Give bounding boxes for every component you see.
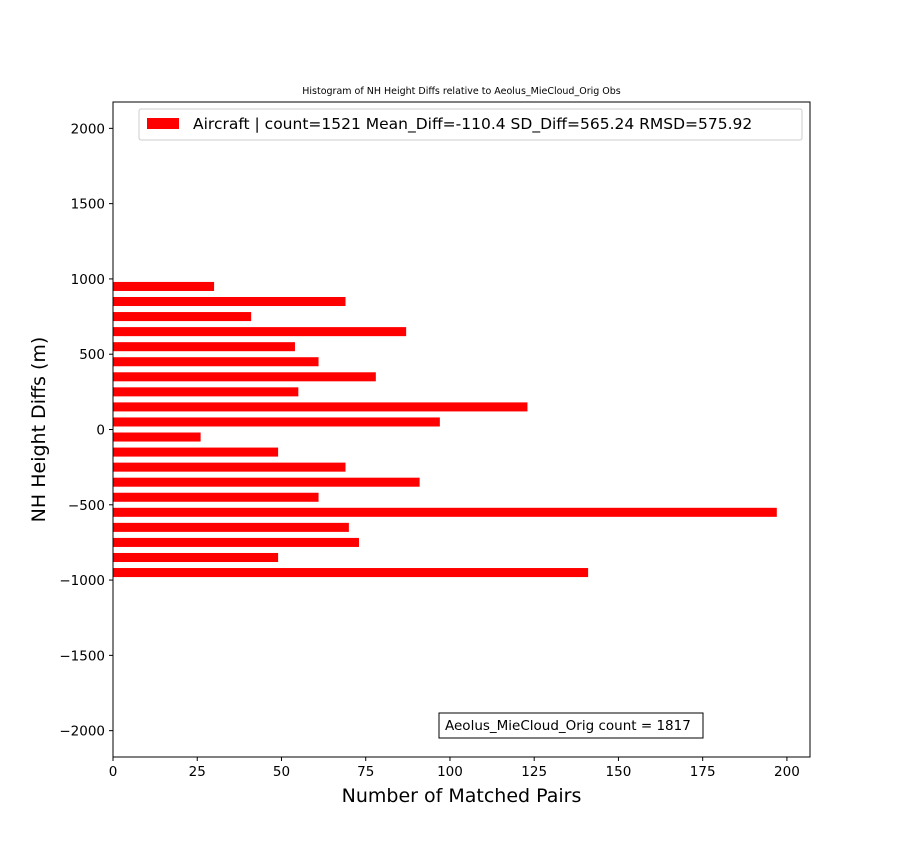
legend-swatch xyxy=(147,118,179,129)
y-tick-label: −1000 xyxy=(59,573,105,589)
legend-entry: Aircraft | count=1521 Mean_Diff=-110.4 S… xyxy=(193,115,752,134)
histogram-bar xyxy=(113,281,215,291)
histogram-bar xyxy=(113,492,319,502)
chart-title: Histogram of NH Height Diffs relative to… xyxy=(302,86,621,97)
y-tick-label: 500 xyxy=(79,347,105,363)
x-axis-label: Number of Matched Pairs xyxy=(342,785,582,807)
histogram-bar xyxy=(113,312,252,322)
histogram-bar xyxy=(113,447,279,457)
histogram-bar xyxy=(113,372,376,382)
histogram-bar xyxy=(113,522,349,532)
histogram-bar xyxy=(113,477,420,487)
bars-layer xyxy=(113,281,777,578)
histogram-bar xyxy=(113,327,407,337)
plot-frame xyxy=(112,101,811,758)
x-tick-label: 150 xyxy=(606,764,632,780)
y-tick-label: −500 xyxy=(68,498,105,514)
x-tick-label: 125 xyxy=(521,764,547,780)
y-axis-ticks: −2000 −1500 −1000 −500 0 500 1000 1500 2000 xyxy=(59,121,113,740)
x-tick-label: 0 xyxy=(109,764,118,780)
x-tick-label: 100 xyxy=(437,764,463,780)
x-tick-label: 25 xyxy=(189,764,206,780)
histogram-bar xyxy=(113,417,440,427)
x-tick-label: 175 xyxy=(690,764,716,780)
x-tick-label: 50 xyxy=(273,764,290,780)
x-tick-label: 75 xyxy=(357,764,374,780)
legend-box xyxy=(138,108,803,141)
y-tick-label: 0 xyxy=(96,423,105,439)
x-axis-ticks: 0 25 50 75 100 125 150 175 200 xyxy=(109,757,800,780)
histogram-bar xyxy=(113,432,201,442)
histogram-bar xyxy=(113,552,279,563)
histogram-bar xyxy=(113,387,299,397)
histogram-bar xyxy=(113,507,777,517)
y-tick-label: −2000 xyxy=(59,724,105,740)
histogram-bar xyxy=(113,296,346,307)
histogram-bar xyxy=(113,462,346,472)
x-tick-label: 200 xyxy=(774,764,800,780)
y-tick-label: 1000 xyxy=(71,272,105,288)
y-tick-label: 2000 xyxy=(71,121,105,137)
y-tick-label: −1500 xyxy=(59,648,105,664)
y-tick-label: 1500 xyxy=(71,197,105,213)
histogram-bar xyxy=(113,402,528,412)
annotation-text: Aeolus_MieCloud_Orig count = 1817 xyxy=(445,718,691,734)
histogram-bar xyxy=(113,568,589,578)
annotation: Aeolus_MieCloud_Orig count = 1817 xyxy=(438,712,704,739)
histogram-bar xyxy=(113,342,295,352)
y-axis-label: NH Height Diffs (m) xyxy=(28,337,50,523)
annotation-box xyxy=(438,712,704,739)
legend: Aircraft | count=1521 Mean_Diff=-110.4 S… xyxy=(138,108,803,141)
histogram-bar xyxy=(113,357,319,367)
histogram-bar xyxy=(113,537,359,547)
